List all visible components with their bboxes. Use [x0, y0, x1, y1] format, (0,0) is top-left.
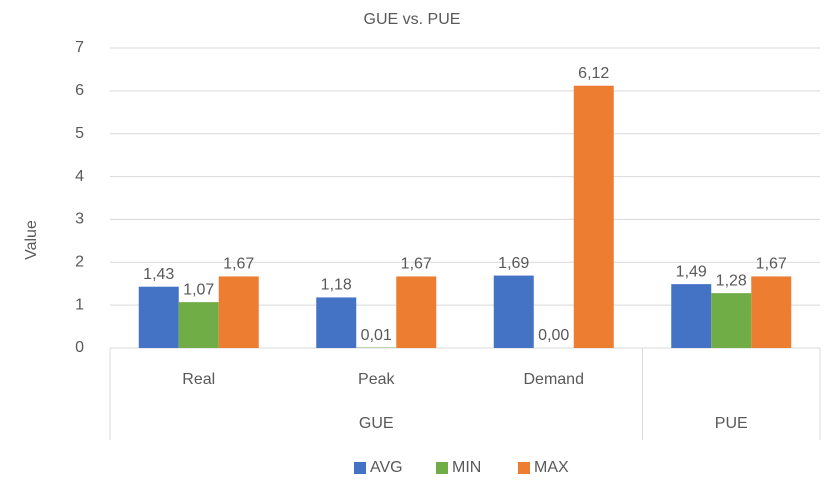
- bar: [573, 85, 614, 348]
- y-tick-label: 2: [75, 254, 84, 271]
- y-tick-label: 6: [75, 82, 84, 99]
- data-label: 0,00: [538, 327, 569, 344]
- y-tick-label: 7: [75, 39, 84, 56]
- bar: [711, 293, 752, 348]
- y-axis-label: Value: [23, 220, 40, 260]
- data-label: 1,18: [321, 277, 352, 294]
- bar: [493, 275, 534, 348]
- data-label: 1,69: [498, 255, 529, 272]
- data-label: 1,07: [183, 281, 214, 298]
- legend-label: MAX: [534, 459, 569, 476]
- legend-swatch: [436, 462, 448, 474]
- y-tick-label: 1: [75, 296, 84, 313]
- y-tick-label: 4: [75, 168, 84, 185]
- group-label: GUE: [359, 415, 394, 432]
- legend-label: AVG: [370, 459, 403, 476]
- legend-label: MIN: [452, 459, 481, 476]
- data-label: 1,43: [143, 266, 174, 283]
- data-label: 0,01: [361, 327, 392, 344]
- group-label: PUE: [715, 415, 748, 432]
- bar: [751, 276, 792, 348]
- bar: [178, 302, 219, 348]
- data-label: 1,67: [756, 256, 787, 273]
- x-tick-label: Demand: [524, 371, 584, 388]
- data-label: 1,49: [676, 263, 707, 280]
- y-tick-label: 0: [75, 339, 84, 356]
- y-tick-label: 5: [75, 125, 84, 142]
- data-label: 1,67: [223, 256, 254, 273]
- x-tick-label: Real: [182, 371, 215, 388]
- bar: [138, 286, 179, 348]
- chart-title: GUE vs. PUE: [364, 11, 461, 28]
- data-label: 1,28: [716, 272, 747, 289]
- data-label: 6,12: [578, 65, 609, 82]
- legend-swatch: [518, 462, 530, 474]
- bar: [671, 284, 712, 348]
- legend-swatch: [354, 462, 366, 474]
- bar: [396, 276, 437, 348]
- bar: [218, 276, 259, 348]
- bar: [316, 297, 357, 348]
- y-tick-label: 3: [75, 211, 84, 228]
- x-tick-label: Peak: [358, 371, 395, 388]
- data-label: 1,67: [401, 256, 432, 273]
